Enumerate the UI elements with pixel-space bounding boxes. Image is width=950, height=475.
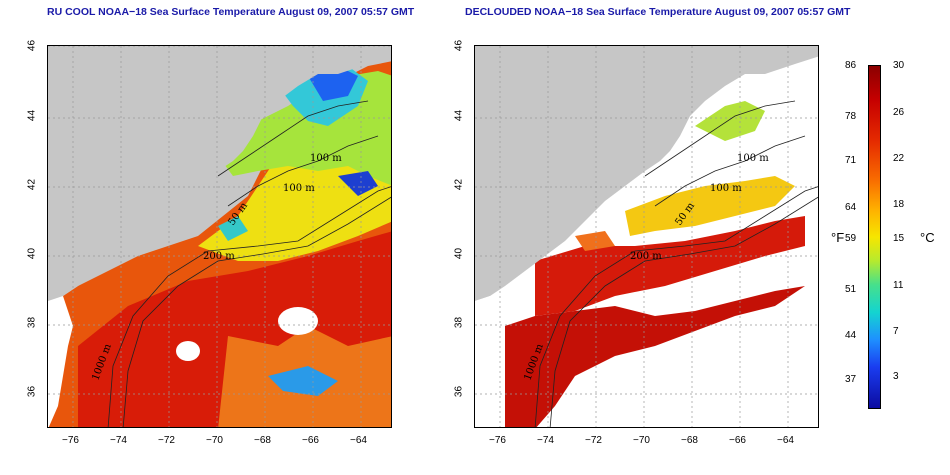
left-sst-map: 100 m 100 m 50 m 200 m 1000 m [47, 45, 392, 428]
y-tick-label: 38 [453, 316, 465, 329]
contour-label: 100 m [737, 153, 769, 164]
celsius-unit-label: °C [920, 230, 935, 245]
fahrenheit-tick: 71 [845, 155, 857, 166]
x-tick-label: −66 [302, 435, 319, 446]
fahrenheit-unit-label: °F [831, 230, 845, 245]
left-map-canvas: 100 m 100 m 50 m 200 m 1000 m [48, 46, 391, 427]
celsius-tick: 30 [893, 60, 905, 71]
contour-label: 200 m [203, 251, 235, 262]
y-tick-label: 46 [453, 39, 465, 52]
contour-label: 100 m [710, 183, 742, 194]
celsius-tick: 11 [893, 280, 904, 291]
y-tick-label: 40 [26, 247, 38, 260]
y-tick-label: 40 [453, 247, 465, 260]
fahrenheit-tick: 44 [845, 330, 857, 341]
celsius-tick: 15 [893, 233, 905, 244]
x-tick-label: −70 [633, 435, 650, 446]
y-tick-label: 36 [26, 385, 38, 398]
x-tick-label: −74 [110, 435, 127, 446]
contour-label: 200 m [630, 251, 662, 262]
right-map-title: DECLOUDED NOAA−18 Sea Surface Temperatur… [465, 6, 851, 18]
x-tick-label: −72 [158, 435, 175, 446]
contour-label: 100 m [310, 153, 342, 164]
fahrenheit-tick: 37 [845, 374, 857, 385]
temperature-colorbar [868, 65, 881, 409]
x-tick-label: −68 [254, 435, 271, 446]
x-tick-label: −76 [489, 435, 506, 446]
y-tick-label: 46 [26, 39, 38, 52]
y-tick-label: 44 [453, 109, 465, 122]
fahrenheit-tick: 86 [845, 60, 857, 71]
y-tick-label: 38 [26, 316, 38, 329]
y-tick-label: 42 [26, 178, 38, 191]
fahrenheit-tick: 51 [845, 284, 857, 295]
x-tick-label: −64 [350, 435, 367, 446]
x-tick-label: −74 [537, 435, 554, 446]
x-tick-label: −70 [206, 435, 223, 446]
y-tick-label: 44 [26, 109, 38, 122]
left-map-title: RU COOL NOAA−18 Sea Surface Temperature … [47, 6, 415, 18]
x-tick-label: −72 [585, 435, 602, 446]
right-map-canvas: 100 m 100 m 50 m 200 m 1000 m [475, 46, 818, 427]
celsius-tick: 26 [893, 107, 905, 118]
fahrenheit-tick: 59 [845, 233, 857, 244]
fahrenheit-tick: 78 [845, 111, 857, 122]
celsius-tick: 22 [893, 153, 905, 164]
y-tick-label: 42 [453, 178, 465, 191]
celsius-tick: 7 [893, 326, 899, 337]
x-tick-label: −64 [777, 435, 794, 446]
x-tick-label: −68 [681, 435, 698, 446]
right-sst-map: 100 m 100 m 50 m 200 m 1000 m [474, 45, 819, 428]
celsius-tick: 18 [893, 199, 905, 210]
x-tick-label: −76 [62, 435, 79, 446]
x-tick-label: −66 [729, 435, 746, 446]
y-tick-label: 36 [453, 385, 465, 398]
contour-label: 100 m [283, 183, 315, 194]
fahrenheit-tick: 64 [845, 202, 857, 213]
celsius-tick: 3 [893, 371, 899, 382]
